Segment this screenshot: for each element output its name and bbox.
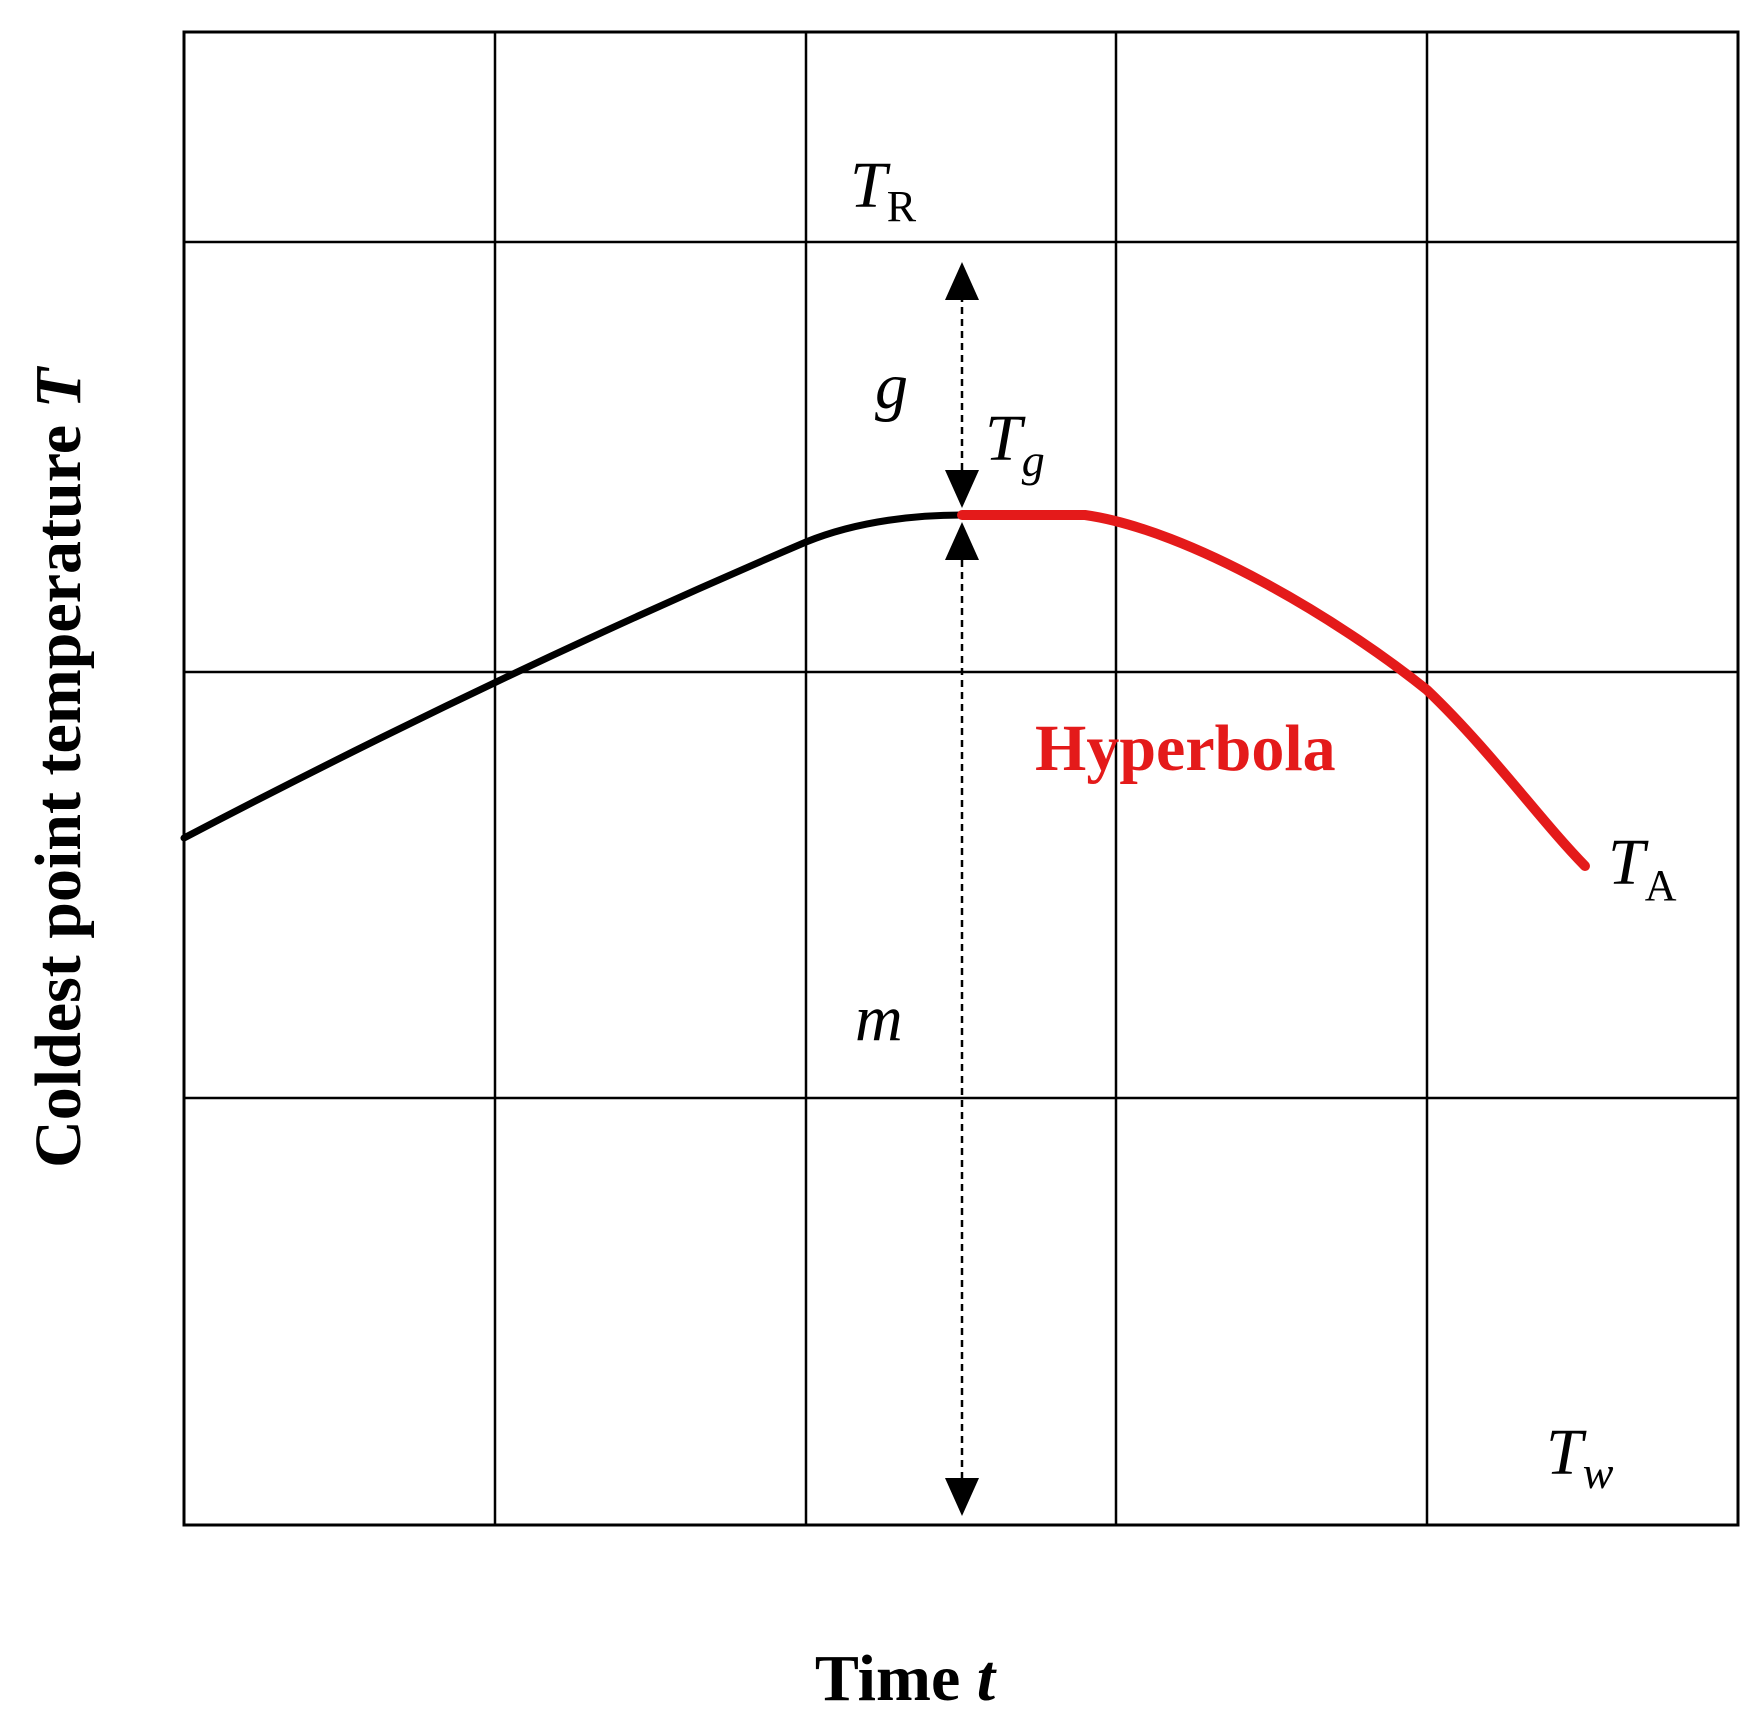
hyperbola-label: Hyperbola [1035,712,1336,785]
symbol-t-a: TA [1608,826,1677,910]
y-axis-title: Coldest point temperature T [22,365,95,1168]
symbol-t-g: Tg [985,402,1045,486]
m-arrow-head-up [945,522,979,560]
g-arrow-head-up [945,262,979,300]
x-axis-title: Time t [815,1642,997,1715]
hyperbola-curve [957,510,1590,871]
temperature-rise-curve [180,511,966,842]
g-arrow-head-down [945,470,979,508]
symbol-g: g [875,350,908,423]
symbol-t-w: Tw [1546,1416,1614,1498]
symbol-m: m [855,982,903,1055]
symbol-t-r: TR [850,149,917,231]
m-arrow-head-down [945,1478,979,1516]
plot-frame [182,30,1740,1527]
